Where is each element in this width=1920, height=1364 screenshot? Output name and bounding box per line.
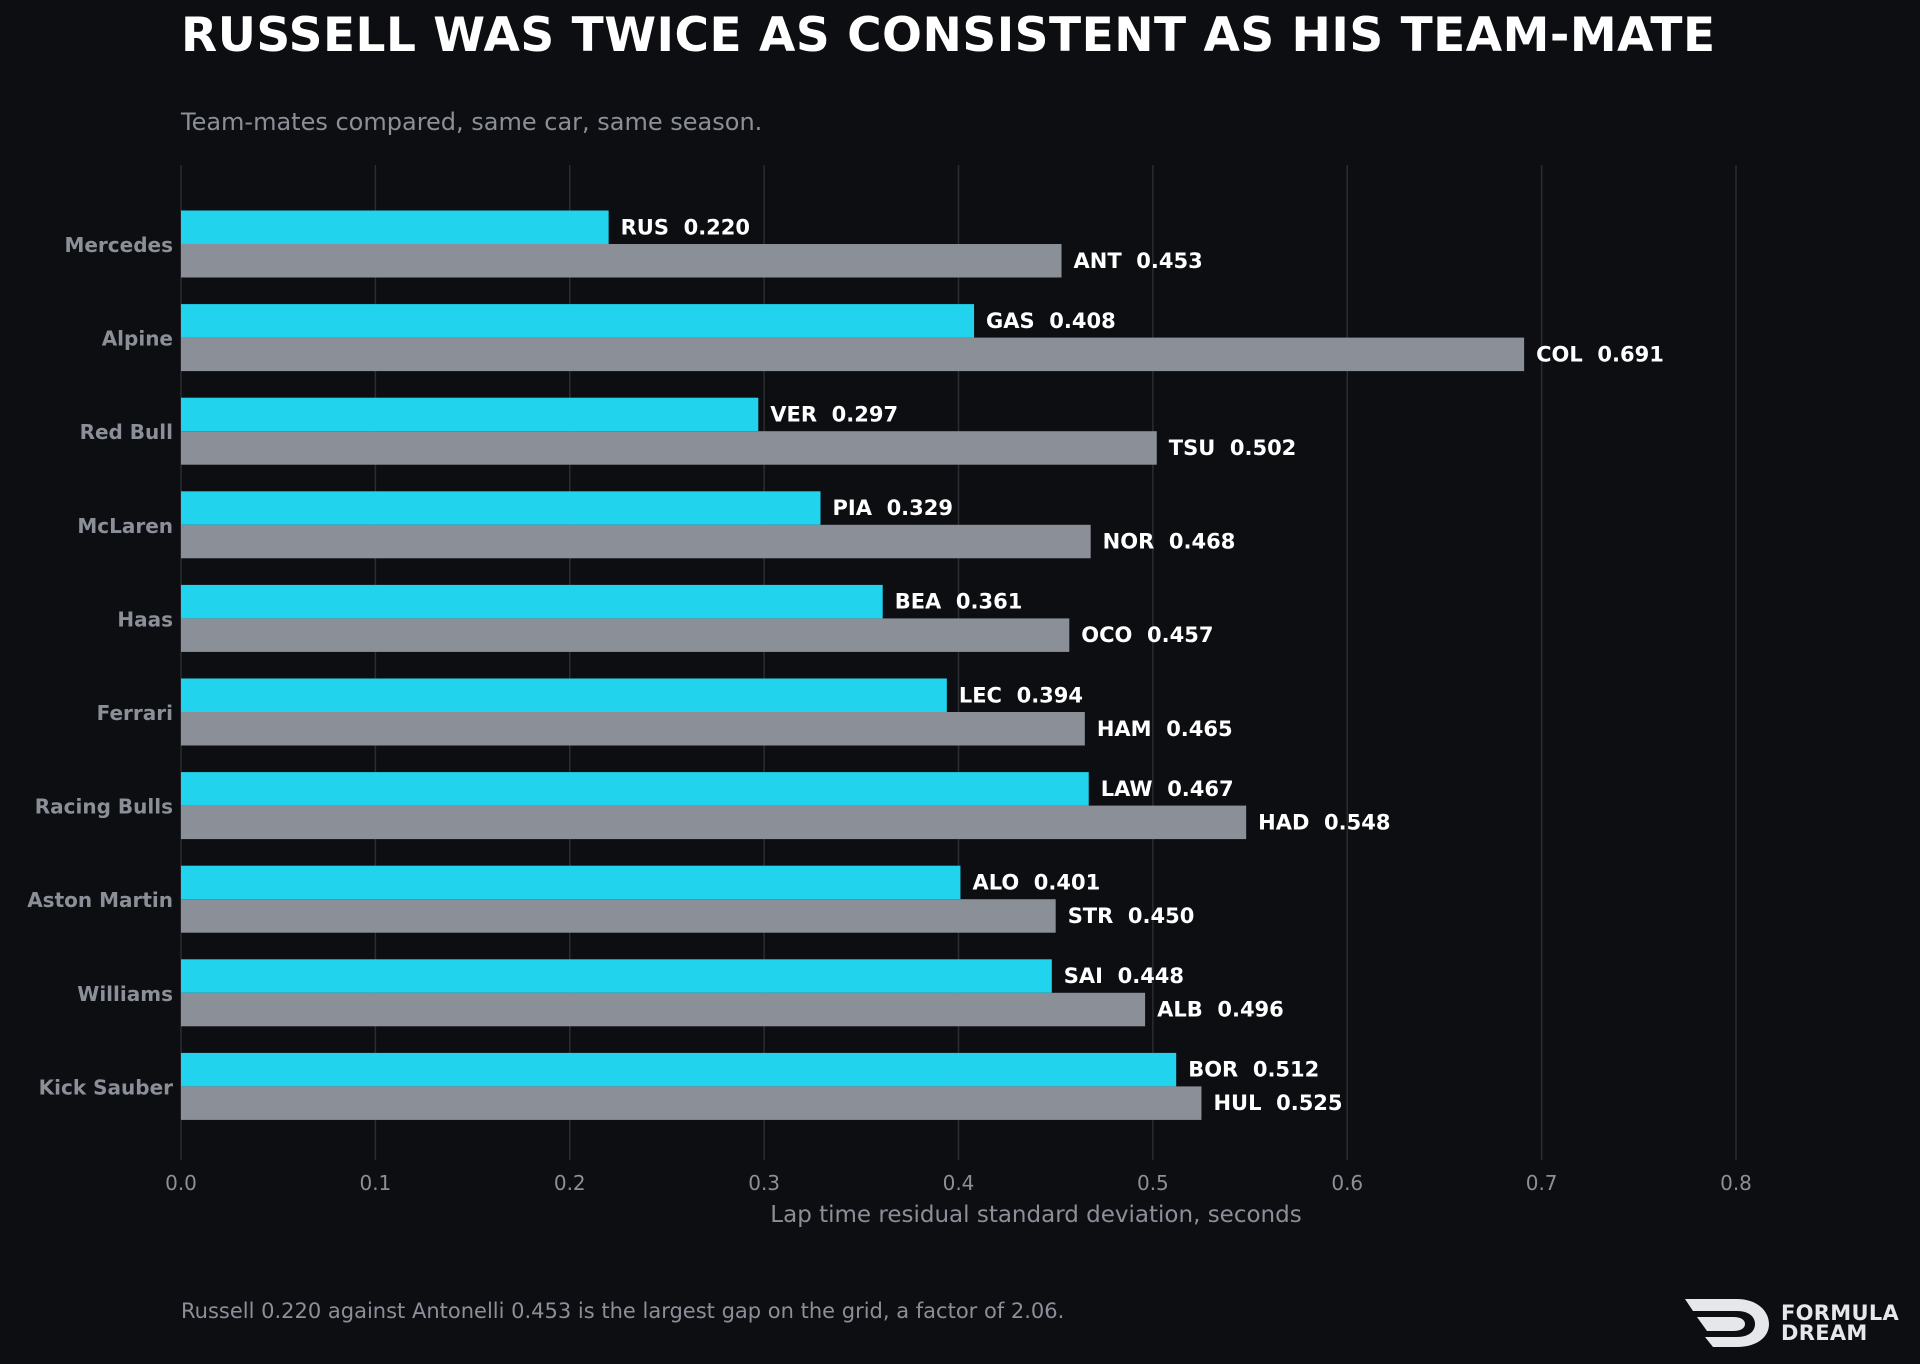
bar-value-label: ALB 0.496	[1157, 998, 1284, 1022]
chart-title: RUSSELL WAS TWICE AS CONSISTENT AS HIS T…	[181, 8, 1716, 63]
bar-value-label: NOR 0.468	[1103, 530, 1236, 554]
bar-driver-a	[181, 959, 1052, 993]
value-labels: RUS 0.220 ANT 0.453 GAS 0.408 COL 0.691 VER …	[621, 215, 1664, 1115]
bar-driver-b	[181, 244, 1062, 278]
bar-value-label: BEA 0.361	[895, 590, 1023, 614]
x-tick-label: 0.7	[1526, 1171, 1558, 1195]
bar-driver-b	[181, 618, 1070, 652]
bar-driver-a	[181, 772, 1089, 806]
category-label: Kick Sauber	[39, 1075, 173, 1099]
bar-value-label: SAI 0.448	[1064, 964, 1184, 988]
category-label: Aston Martin	[27, 888, 173, 912]
bar-value-label: PIA 0.329	[832, 496, 953, 520]
category-label: Williams	[77, 982, 173, 1006]
bar-driver-a	[181, 584, 883, 619]
bar-value-label: GAS 0.408	[986, 309, 1116, 333]
category-label: Red Bull	[80, 420, 173, 444]
bar-driver-a	[181, 304, 975, 338]
logo-mark-icon	[1685, 1299, 1769, 1347]
x-tick-label: 0.0	[165, 1171, 197, 1195]
bar-driver-a	[181, 397, 759, 432]
bar-value-label: OCO 0.457	[1081, 623, 1213, 647]
bar-value-label: LAW 0.467	[1101, 777, 1234, 801]
bar-driver-b	[181, 805, 1247, 840]
x-tick-label: 0.5	[1137, 1171, 1169, 1195]
bar-value-label: HAD 0.548	[1258, 810, 1390, 834]
x-tick-label: 0.2	[554, 1171, 586, 1195]
x-axis-label: Lap time residual standard deviation, se…	[770, 1202, 1301, 1228]
x-tick-label: 0.1	[359, 1171, 391, 1195]
bar-driver-b	[181, 992, 1146, 1027]
bar-value-label: ANT 0.453	[1074, 249, 1203, 273]
bar-driver-a	[181, 491, 821, 525]
bar-value-label: HUL 0.525	[1213, 1091, 1342, 1115]
bar-value-label: LEC 0.394	[959, 683, 1083, 707]
category-label: Ferrari	[97, 701, 173, 725]
bar-driver-a	[181, 1052, 1177, 1087]
bar-driver-a	[181, 678, 947, 712]
x-tick-label: 0.3	[748, 1171, 780, 1195]
logo-line-1: FORMULA	[1781, 1301, 1900, 1325]
logo-text: FORMULA DREAM	[1781, 1301, 1900, 1345]
bar-value-label: BOR 0.512	[1188, 1058, 1319, 1082]
footnote: Russell 0.220 against Antonelli 0.453 is…	[181, 1299, 1065, 1323]
category-label: Mercedes	[64, 233, 173, 257]
bar-value-label: VER 0.297	[770, 402, 898, 426]
bar-value-label: ALO 0.401	[972, 870, 1100, 894]
bar-driver-b	[181, 899, 1056, 933]
category-label: Alpine	[102, 327, 173, 351]
bars	[181, 210, 1525, 1120]
bar-driver-a	[181, 865, 961, 900]
logo-line-2: DREAM	[1781, 1321, 1868, 1345]
x-tick-label: 0.4	[943, 1171, 975, 1195]
category-label: Haas	[117, 607, 173, 631]
x-tick-label: 0.8	[1720, 1171, 1752, 1195]
bar-driver-b	[181, 712, 1085, 746]
category-label: Racing Bulls	[35, 795, 173, 819]
category-label: McLaren	[77, 514, 173, 538]
formula-dream-logo: FORMULA DREAM	[1683, 1297, 1899, 1349]
bar-driver-b	[181, 1086, 1202, 1120]
bar-value-label: HAM 0.465	[1097, 717, 1233, 741]
x-tick-label: 0.6	[1331, 1171, 1363, 1195]
bar-driver-a	[181, 210, 609, 244]
bar-value-label: STR 0.450	[1068, 904, 1195, 928]
x-tick-labels: 0.0 0.1 0.2 0.3 0.4 0.5 0.6 0.7 0.8	[165, 1171, 1752, 1195]
bar-value-label: TSU 0.502	[1169, 436, 1297, 460]
bar-value-label: RUS 0.220	[621, 215, 750, 239]
bar-driver-b	[181, 524, 1091, 559]
chart-subtitle: Team-mates compared, same car, same seas…	[181, 108, 763, 136]
category-labels: Mercedes Alpine Red Bull McLaren Haas Ferrari…	[27, 233, 173, 1099]
bar-value-label: COL 0.691	[1536, 342, 1664, 366]
bar-driver-b	[181, 431, 1157, 465]
bar-driver-b	[181, 337, 1525, 372]
